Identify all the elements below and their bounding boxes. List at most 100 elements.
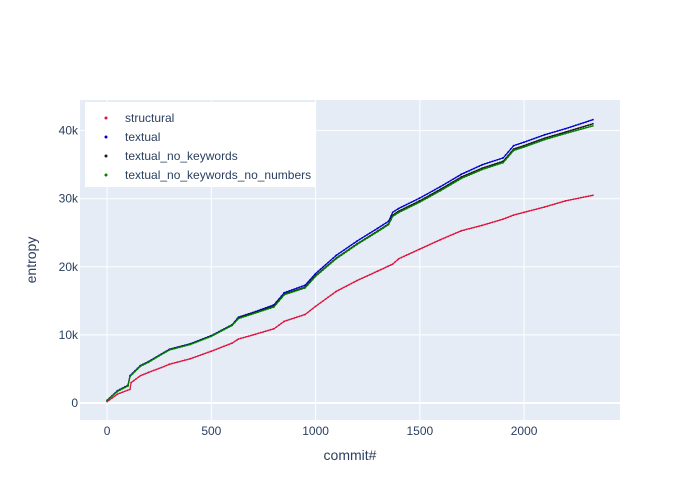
data-point: [481, 168, 484, 171]
data-point: [569, 129, 572, 132]
data-point: [525, 210, 528, 213]
data-point: [528, 142, 530, 145]
data-point: [199, 354, 202, 356]
data-point: [348, 245, 350, 248]
data-point: [517, 147, 520, 150]
legend-item-textual[interactable]: textual: [104, 130, 161, 144]
data-point: [554, 134, 556, 137]
data-point: [202, 338, 204, 341]
data-point: [245, 315, 247, 317]
data-point: [569, 198, 572, 201]
data-point: [194, 356, 197, 358]
data-point: [361, 240, 364, 243]
data-point: [551, 136, 554, 139]
data-point: [589, 119, 592, 122]
data-point: [564, 131, 567, 133]
data-point: [358, 238, 361, 241]
data-point: [473, 167, 475, 170]
data-point: [496, 158, 499, 161]
data-point: [554, 130, 556, 133]
data-point: [520, 147, 523, 149]
data-point: [356, 243, 359, 246]
data-point: [150, 370, 153, 373]
data-point: [113, 393, 116, 395]
data-point: [520, 212, 523, 215]
data-point: [394, 209, 397, 212]
data-point: [447, 181, 450, 184]
data-point: [233, 321, 236, 324]
data-point: [356, 240, 359, 242]
data-point: [293, 288, 296, 290]
data-point: [322, 269, 324, 271]
data-point: [489, 166, 491, 168]
legend-label: textual_no_keywords: [125, 149, 238, 163]
legend[interactable]: structural textual textual_no_keywordstext…: [85, 102, 316, 187]
data-point: [489, 161, 491, 164]
data-point: [587, 195, 590, 198]
data-point: [491, 165, 494, 168]
data-point: [431, 242, 434, 245]
data-point: [160, 353, 163, 356]
legend-label: structural: [125, 111, 174, 125]
data-point: [366, 275, 369, 277]
data-point: [298, 286, 301, 289]
data-point: [556, 130, 559, 132]
data-point: [223, 328, 225, 331]
data-point: [168, 363, 171, 366]
legend-item-textual-no-keywords-no-numbers[interactable]: textual_no_keywords_no_numbers: [104, 168, 312, 182]
data-point: [434, 241, 436, 244]
data-point: [460, 177, 463, 180]
data-point: [436, 240, 439, 243]
data-point: [142, 373, 144, 376]
data-point: [460, 176, 463, 178]
data-point: [549, 135, 551, 138]
data-point: [283, 320, 286, 323]
data-point: [236, 319, 239, 321]
data-point: [486, 222, 489, 225]
data-point: [245, 336, 247, 338]
data-point: [254, 312, 257, 314]
data-point: [327, 264, 329, 267]
data-point: [507, 151, 510, 153]
data-point: [478, 225, 480, 228]
data-point: [530, 138, 533, 141]
data-point: [273, 327, 275, 330]
data-point: [436, 187, 439, 190]
data-point: [410, 252, 413, 254]
data-point: [379, 228, 382, 231]
data-point: [499, 161, 501, 164]
data-point: [426, 244, 429, 247]
data-point: [589, 123, 592, 126]
legend-item-structural[interactable]: structural: [104, 111, 175, 125]
data-point: [171, 348, 174, 351]
data-point: [186, 358, 189, 361]
data-point: [449, 234, 452, 237]
data-point: [530, 143, 533, 146]
data-point: [582, 127, 585, 130]
data-point: [356, 279, 359, 282]
data-point: [165, 350, 168, 353]
legend-marker: [104, 135, 108, 139]
data-point: [373, 229, 376, 232]
data-point: [525, 143, 528, 146]
data-point: [162, 352, 165, 355]
data-point: [549, 204, 551, 207]
data-point: [504, 217, 507, 220]
data-point: [210, 350, 213, 353]
data-point: [449, 183, 452, 186]
data-point: [275, 326, 278, 328]
data-point: [264, 330, 267, 333]
data-point: [343, 252, 345, 255]
data-point: [371, 234, 374, 236]
data-point: [121, 391, 124, 394]
legend-item-textual-no-keywords[interactable]: textual_no_keywords: [104, 149, 238, 163]
data-point: [484, 167, 486, 170]
data-point: [567, 126, 570, 129]
y-tick-label: 30k: [59, 192, 79, 206]
data-point: [504, 158, 507, 161]
data-point: [283, 291, 286, 294]
data-point: [113, 395, 116, 398]
data-point: [314, 305, 317, 308]
data-point: [468, 169, 470, 172]
data-point: [338, 289, 340, 291]
